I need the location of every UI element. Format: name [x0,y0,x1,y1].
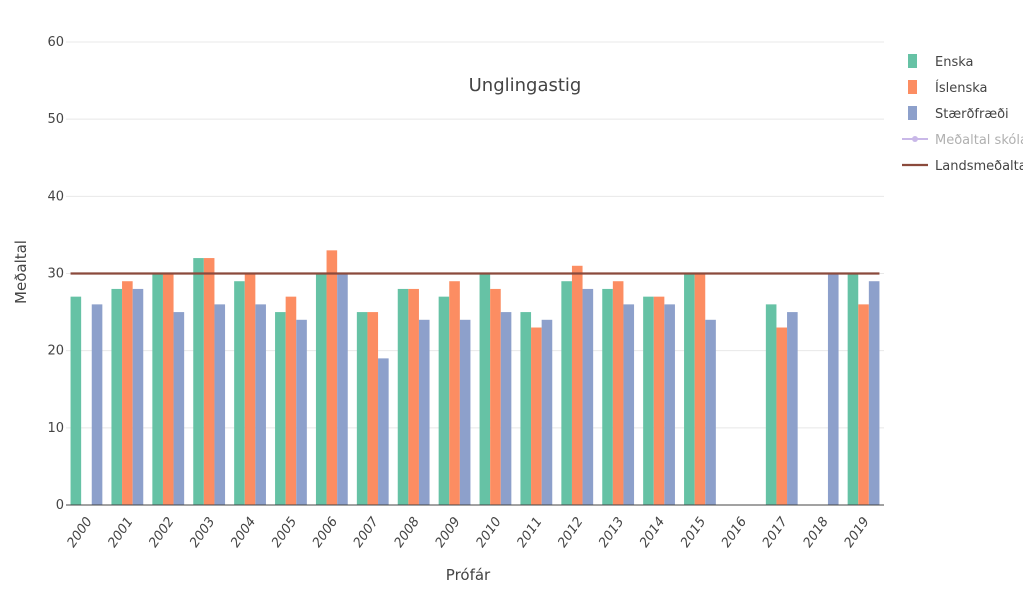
bar-stærðfræði-2000 [91,304,103,505]
bar-enska-2002 [152,273,163,505]
bar-stærðfræði-2015 [705,319,716,505]
bar-enska-2015 [684,273,695,505]
bar-íslenska-2002 [162,273,174,505]
bar-íslenska-2007 [367,312,379,505]
bar-stærðfræði-2010 [500,312,512,505]
bar-stærðfræði-2009 [459,319,471,505]
bar-stærðfræði-2007 [378,358,389,505]
bar-stærðfræði-2011 [541,319,553,505]
bar-enska-2013 [602,288,613,505]
x-tick-label: 2005 [269,515,300,551]
bar-enska-2009 [438,296,450,505]
x-tick-label: 2009 [433,515,464,551]
legend-swatch[interactable] [908,106,917,120]
x-axis-ticks: 2000 2001 2002 2003 2004 2005 2006 2007 2008 2009… [64,514,872,550]
legend-swatch[interactable] [908,80,917,94]
bar-enska-2012 [561,281,572,505]
legend-swatch[interactable] [908,54,917,68]
legend-label[interactable]: Landsmeðaltal [935,159,1023,174]
y-tick-label: 60 [47,35,64,50]
bar-enska-2000 [70,296,82,505]
x-tick-label: 2015 [678,515,709,551]
bar-stærðfræði-2005 [296,319,307,505]
bar-stærðfræði-2002 [173,312,185,505]
y-tick-label: 50 [47,112,64,127]
x-tick-label: 2019 [842,515,873,551]
x-tick-label: 2000 [64,515,95,551]
x-tick-label: 2003 [187,515,218,551]
bar-íslenska-2019 [858,304,869,505]
legend[interactable]: Enska Íslenska Stærðfræði Meðaltal skóla Lan… [902,54,1023,174]
legend-label[interactable]: Enska [935,55,974,70]
x-tick-label: 2008 [392,515,423,551]
bar-stærðfræði-2013 [623,304,635,505]
bar-enska-2011 [520,312,532,505]
bar-íslenska-2003 [203,258,215,505]
y-tick-label: 10 [47,421,64,436]
bar-enska-2008 [397,288,409,505]
bar-íslenska-2010 [490,288,501,505]
x-tick-label: 2007 [351,514,383,550]
x-tick-label: 2016 [719,515,750,551]
bar-íslenska-2014 [653,296,665,505]
x-tick-label: 2010 [473,515,504,551]
bar-íslenska-2011 [531,327,542,505]
bar-enska-2017 [765,304,777,505]
bar-íslenska-2015 [694,273,706,505]
bar-stærðfræði-2004 [255,304,266,505]
gridlines [66,41,884,429]
bar-íslenska-2004 [244,273,256,505]
y-axis-title: Meðaltal [12,240,30,304]
bar-íslenska-2017 [776,327,788,505]
bar-enska-2003 [193,258,204,505]
bar-stærðfræði-2006 [337,273,348,505]
bar-íslenska-2001 [122,281,133,505]
bar-íslenska-2005 [285,296,297,505]
bar-stærðfræði-2008 [418,319,430,505]
bar-stærðfræði-2001 [132,288,144,505]
x-tick-label: 2017 [760,514,792,550]
y-tick-label: 20 [47,344,64,359]
bar-íslenska-2009 [449,281,460,505]
bar-stærðfræði-2019 [868,281,880,505]
bar-stærðfræði-2018 [827,273,839,505]
bar-íslenska-2008 [408,288,419,505]
bar-enska-2004 [234,281,245,505]
bar-enska-2019 [847,273,859,505]
x-tick-label: 2014 [637,515,668,551]
bar-stærðfræði-2017 [787,312,798,505]
legend-marker [912,136,918,142]
x-tick-label: 2004 [228,515,259,551]
x-tick-label: 2002 [146,515,177,551]
bar-enska-2010 [479,273,491,505]
x-tick-label: 2006 [310,515,341,551]
bar-enska-2006 [315,273,327,505]
bar-enska-2001 [111,288,123,505]
bar-enska-2014 [643,296,654,505]
bars [70,250,880,505]
bar-íslenska-2013 [612,281,624,505]
x-tick-label: 2011 [514,515,545,551]
y-tick-label: 0 [56,498,64,513]
y-axis-ticks: 0 10 20 30 40 50 60 [47,35,64,513]
legend-label[interactable]: Íslenska [935,80,988,96]
y-tick-label: 40 [47,189,64,204]
x-tick-label: 2018 [801,515,832,551]
bar-enska-2005 [275,312,286,505]
bar-íslenska-2006 [326,250,338,505]
x-tick-label: 2012 [555,515,586,551]
bar-íslenska-2012 [571,265,583,505]
x-tick-label: 2013 [596,515,627,551]
bar-stærðfræði-2014 [664,304,675,505]
bar-stærðfræði-2012 [582,288,594,505]
bar-enska-2007 [356,312,368,505]
legend-label[interactable]: Meðaltal skóla [935,133,1023,148]
x-tick-label: 2001 [105,515,136,551]
legend-label[interactable]: Stærðfræði [935,107,1009,122]
chart-title: Unglingastig [469,75,582,96]
x-axis-title: Prófár [446,566,491,584]
bar-stærðfræði-2003 [214,304,226,505]
y-tick-label: 30 [47,267,64,282]
